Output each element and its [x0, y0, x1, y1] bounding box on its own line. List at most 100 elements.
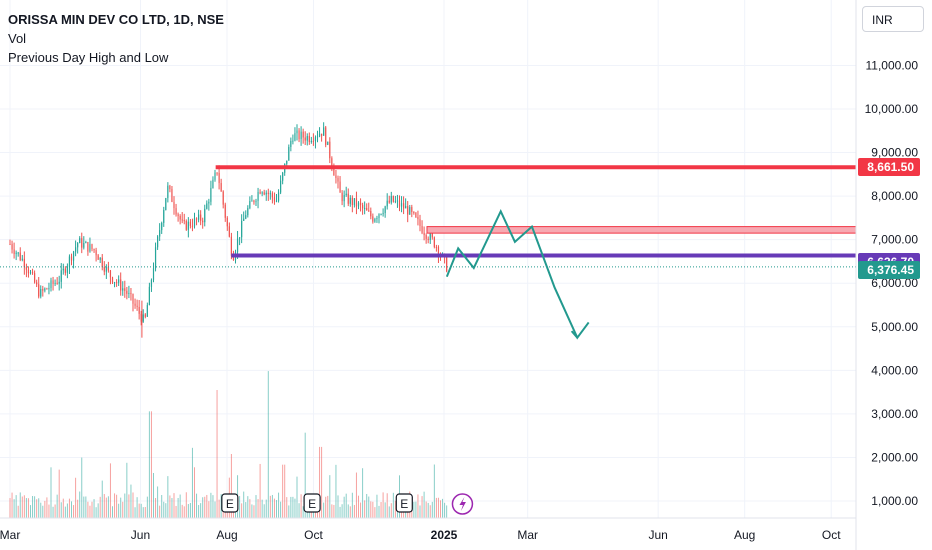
candle-body[interactable]: [286, 160, 288, 164]
candle-body[interactable]: [337, 178, 339, 182]
candle-body[interactable]: [331, 158, 333, 168]
candle-body[interactable]: [339, 181, 341, 193]
indicator-label[interactable]: Previous Day High and Low: [8, 50, 169, 65]
candle-body[interactable]: [273, 197, 276, 202]
candle-body[interactable]: [265, 192, 267, 195]
candle-body[interactable]: [247, 208, 249, 216]
candle-body[interactable]: [75, 247, 77, 252]
candle-body[interactable]: [148, 286, 150, 306]
candle-body[interactable]: [13, 249, 15, 254]
candle-body[interactable]: [167, 185, 169, 199]
candle-body[interactable]: [259, 192, 261, 194]
candle-body[interactable]: [93, 249, 95, 251]
candle-body[interactable]: [310, 140, 312, 142]
volume-indicator-label[interactable]: Vol: [8, 31, 27, 46]
candle-body[interactable]: [228, 226, 230, 237]
candle-body[interactable]: [169, 185, 171, 190]
candle-body[interactable]: [31, 272, 34, 274]
candle-body[interactable]: [435, 246, 437, 248]
candle-body[interactable]: [50, 280, 52, 289]
candle-body[interactable]: [56, 282, 58, 284]
candle-body[interactable]: [335, 175, 337, 179]
candle-body[interactable]: [77, 243, 79, 248]
candle-body[interactable]: [220, 183, 222, 192]
candle-body[interactable]: [357, 202, 360, 207]
candle-body[interactable]: [17, 252, 19, 254]
candle-body[interactable]: [390, 196, 392, 203]
candle-body[interactable]: [111, 277, 114, 283]
candle-body[interactable]: [193, 218, 196, 227]
candle-body[interactable]: [300, 131, 302, 140]
earnings-marker[interactable]: [221, 493, 239, 513]
candle-body[interactable]: [58, 281, 60, 284]
candle-body[interactable]: [200, 214, 202, 221]
candle-body[interactable]: [19, 252, 21, 260]
candle-body[interactable]: [154, 247, 157, 269]
candle-body[interactable]: [353, 198, 355, 206]
candle-body[interactable]: [419, 219, 421, 226]
candle-body[interactable]: [366, 207, 368, 211]
candle-body[interactable]: [407, 206, 409, 215]
candle-body[interactable]: [316, 136, 319, 138]
candle-body[interactable]: [34, 273, 36, 283]
candle-body[interactable]: [388, 200, 390, 203]
candle-body[interactable]: [11, 244, 13, 250]
candle-body[interactable]: [226, 217, 228, 227]
candle-body[interactable]: [382, 213, 384, 215]
candle-body[interactable]: [146, 305, 148, 317]
candle-body[interactable]: [132, 294, 134, 304]
candle-body[interactable]: [68, 256, 71, 267]
candle-body[interactable]: [97, 255, 99, 260]
currency-button[interactable]: INR: [862, 6, 924, 32]
candle-body[interactable]: [81, 238, 83, 248]
candle-body[interactable]: [91, 244, 93, 250]
candle-body[interactable]: [345, 193, 347, 196]
candle-body[interactable]: [185, 221, 187, 230]
candle-body[interactable]: [409, 207, 411, 215]
candle-body[interactable]: [302, 131, 304, 138]
candle-body[interactable]: [27, 269, 30, 274]
candle-body[interactable]: [173, 201, 175, 209]
candle-body[interactable]: [175, 208, 177, 215]
candle-body[interactable]: [25, 267, 27, 270]
candle-body[interactable]: [120, 279, 122, 291]
candle-body[interactable]: [413, 211, 415, 214]
candle-body[interactable]: [87, 242, 89, 252]
candle-body[interactable]: [325, 127, 327, 145]
candle-body[interactable]: [257, 192, 259, 201]
projection-path[interactable]: [445, 209, 590, 340]
candle-body[interactable]: [308, 136, 310, 142]
candle-body[interactable]: [327, 141, 329, 145]
candle-body[interactable]: [163, 210, 165, 223]
candle-body[interactable]: [109, 270, 112, 278]
candle-body[interactable]: [314, 137, 317, 142]
candle-body[interactable]: [113, 282, 116, 284]
candle-body[interactable]: [364, 207, 366, 209]
candle-body[interactable]: [138, 306, 140, 314]
candle-body[interactable]: [253, 200, 255, 203]
candle-body[interactable]: [392, 196, 394, 202]
candle-body[interactable]: [179, 215, 181, 220]
candle-body[interactable]: [29, 272, 32, 274]
candle-body[interactable]: [122, 288, 124, 291]
candle-body[interactable]: [165, 198, 167, 211]
candle-body[interactable]: [267, 192, 269, 194]
candle-body[interactable]: [187, 221, 189, 230]
candle-body[interactable]: [210, 187, 212, 202]
candle-body[interactable]: [333, 167, 335, 176]
candle-body[interactable]: [243, 218, 245, 221]
candle-body[interactable]: [282, 172, 284, 181]
candle-body[interactable]: [341, 192, 343, 202]
candle-body[interactable]: [405, 206, 407, 209]
candle-body[interactable]: [202, 220, 204, 223]
candle-body[interactable]: [292, 140, 294, 142]
candle-body[interactable]: [136, 305, 138, 307]
candle-body[interactable]: [359, 202, 362, 206]
price-candles[interactable]: [9, 122, 448, 338]
candle-body[interactable]: [306, 136, 308, 141]
candle-body[interactable]: [48, 288, 50, 290]
candle-body[interactable]: [42, 289, 44, 291]
candle-body[interactable]: [216, 172, 218, 174]
